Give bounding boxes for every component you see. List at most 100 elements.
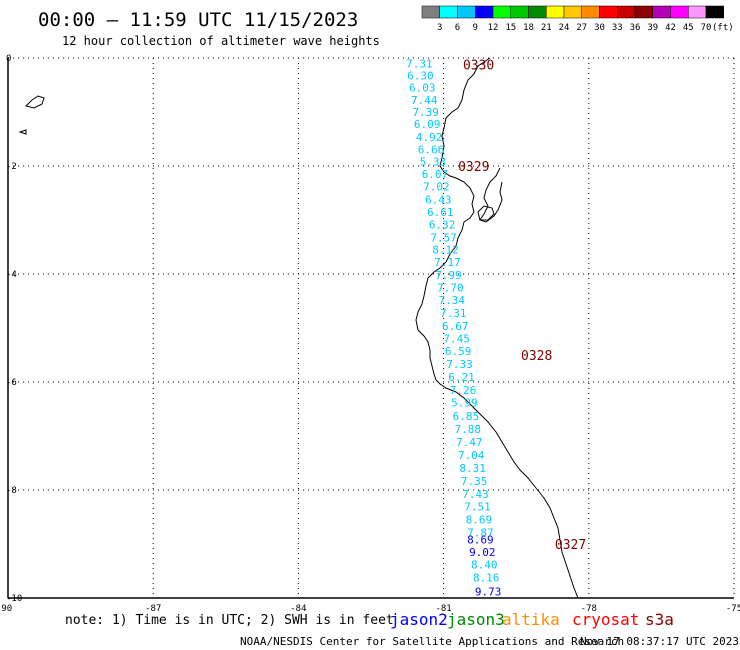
swh-value: 7.51 xyxy=(464,501,491,514)
pass-label: 0328 xyxy=(521,349,552,364)
legend-label: 33 xyxy=(612,23,623,33)
swh-value: 8.69 xyxy=(466,514,493,527)
swh-value: 6.61 xyxy=(427,206,454,219)
legend-swatch xyxy=(670,5,689,19)
swh-value: 6.03 xyxy=(409,82,436,95)
y-tick-label: 0 xyxy=(6,54,11,64)
pass-labels: 0330 0329 0328 0327 xyxy=(458,58,586,553)
galapagos-small xyxy=(18,129,27,135)
swh-value: 6.30 xyxy=(407,69,434,82)
swh-value: 7.45 xyxy=(443,332,470,345)
swh-value: 6.66 xyxy=(418,143,445,156)
legend-swatch xyxy=(510,5,529,19)
legend-label: 45 xyxy=(683,23,694,33)
swh-value: 5.99 xyxy=(451,397,478,410)
legend-label: 42 xyxy=(665,23,676,33)
y-axis-ticks: 0 -2 -4 -6 -8 -10 xyxy=(6,54,22,604)
y-tick-label: -8 xyxy=(6,486,17,496)
swh-value: 7.04 xyxy=(458,449,485,462)
legend-label: 15 xyxy=(505,23,516,33)
legend-swatch xyxy=(688,5,707,19)
legend-swatch xyxy=(617,5,636,19)
x-tick-label: -75 xyxy=(726,604,740,614)
x-tick-label: -87 xyxy=(145,604,161,614)
legend-label: 18 xyxy=(523,23,534,33)
pass-label: 0327 xyxy=(555,538,586,553)
swh-value: 8.12 xyxy=(432,244,459,257)
swh-value: 7.88 xyxy=(455,423,482,436)
pass-label: 0329 xyxy=(458,160,489,175)
coastline-mainland xyxy=(415,57,579,599)
legend-label: 24 xyxy=(559,23,570,33)
legend-unit: (ft) xyxy=(712,23,734,33)
swh-value: 6.43 xyxy=(425,193,452,206)
legend-swatch xyxy=(439,5,458,19)
legend-swatch xyxy=(475,5,494,19)
color-legend: 3 6 9 12 15 18 21 24 27 30 33 36 39 42 45 70 (ft) xyxy=(421,5,734,33)
swh-points: 7.316.306.037.447.396.094.926.665.336.07… xyxy=(406,57,501,598)
legend-swatch xyxy=(421,5,440,19)
satellite-altika: altika xyxy=(502,610,560,629)
swh-value: 7.39 xyxy=(412,106,439,119)
swh-value: 7.02 xyxy=(423,181,450,194)
swh-value: 7.26 xyxy=(450,384,477,397)
x-tick-label: -90 xyxy=(0,604,12,614)
x-axis-ticks: -90 -87 -84 -81 -78 -75 xyxy=(0,604,740,614)
swh-value: 6.67 xyxy=(442,320,469,333)
legend-swatch xyxy=(652,5,671,19)
legend-label: 39 xyxy=(647,23,658,33)
swh-value: 8.31 xyxy=(459,462,486,475)
swh-value: 9.02 xyxy=(469,546,496,559)
footer-note: note: 1) Time is in UTC; 2) SWH is in fe… xyxy=(65,613,394,628)
legend-label: 21 xyxy=(541,23,552,33)
swh-value: 7.99 xyxy=(435,269,462,282)
satellite-cryosat: cryosat xyxy=(572,610,639,629)
swh-value: 6.09 xyxy=(414,118,441,131)
legend-label: 6 xyxy=(455,23,460,33)
swh-value: 8.40 xyxy=(471,559,498,572)
legend-swatch xyxy=(563,5,582,19)
footer-credit: NOAA/NESDIS Center for Satellite Applica… xyxy=(240,635,624,648)
legend-swatch xyxy=(492,5,511,19)
legend-label: 12 xyxy=(488,23,499,33)
satellite-s3a: s3a xyxy=(645,610,674,629)
swh-value: 6.21 xyxy=(448,371,475,384)
swh-value: 7.44 xyxy=(411,94,438,107)
legend-swatch xyxy=(457,5,476,19)
legend-label: 9 xyxy=(473,23,478,33)
y-tick-label: -4 xyxy=(6,270,17,280)
swh-value: 7.33 xyxy=(446,358,473,371)
swh-value: 6.59 xyxy=(445,345,472,358)
swh-value: 7.35 xyxy=(461,475,488,488)
coastline xyxy=(18,57,579,599)
legend-swatch xyxy=(634,5,653,19)
legend-label: 3 xyxy=(437,23,442,33)
swh-value: 7.43 xyxy=(462,488,489,501)
y-tick-label: -6 xyxy=(6,378,17,388)
swh-value: 5.33 xyxy=(420,156,447,169)
legend-swatch xyxy=(599,5,618,19)
swh-value: 6.32 xyxy=(429,218,456,231)
chart-title: 00:00 – 11:59 UTC 11/15/2023 xyxy=(38,9,358,31)
swh-value: 8.16 xyxy=(473,571,500,584)
puna-island xyxy=(477,205,495,221)
satellite-jason3: jason3 xyxy=(447,610,505,629)
swh-value: 6.85 xyxy=(453,410,480,423)
legend-swatch xyxy=(546,5,565,19)
y-tick-label: -10 xyxy=(6,594,22,604)
pass-label: 0330 xyxy=(463,58,494,73)
swh-value: 7.70 xyxy=(437,282,464,295)
legend-label: 27 xyxy=(576,23,587,33)
legend-swatch xyxy=(705,5,724,19)
legend-label: 30 xyxy=(594,23,605,33)
swh-value: 4.92 xyxy=(416,131,443,144)
swh-value: 7.31 xyxy=(440,307,467,320)
satellite-jason2: jason2 xyxy=(390,610,448,629)
galapagos-isabela xyxy=(25,95,45,109)
swh-value: 7.17 xyxy=(434,256,461,269)
x-tick-label: -84 xyxy=(290,604,306,614)
chart-subtitle: 12 hour collection of altimeter wave hei… xyxy=(62,34,380,48)
swh-value: 7.87 xyxy=(467,527,494,540)
swh-value: 7.57 xyxy=(430,231,457,244)
